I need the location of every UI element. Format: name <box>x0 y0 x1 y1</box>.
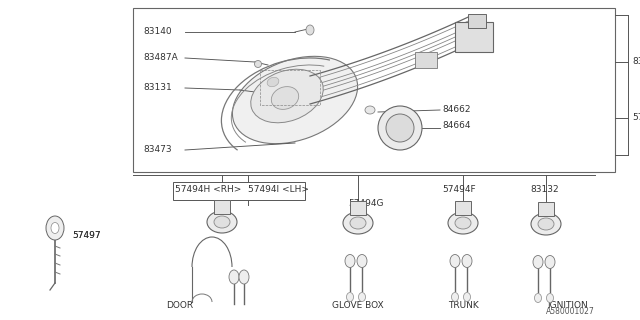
Bar <box>538 202 554 216</box>
Ellipse shape <box>531 213 561 235</box>
Text: 83132: 83132 <box>530 186 559 195</box>
Ellipse shape <box>214 216 230 228</box>
Text: 84664: 84664 <box>442 122 470 131</box>
Ellipse shape <box>345 254 355 268</box>
Ellipse shape <box>365 106 375 114</box>
Text: 83473: 83473 <box>143 146 172 155</box>
Bar <box>415 52 437 68</box>
Text: TRUNK: TRUNK <box>447 300 478 309</box>
Bar <box>350 201 366 215</box>
Ellipse shape <box>251 69 323 123</box>
Ellipse shape <box>450 254 460 268</box>
Text: DOOR: DOOR <box>166 300 193 309</box>
Text: 57494G: 57494G <box>348 199 383 209</box>
Ellipse shape <box>207 211 237 233</box>
Bar <box>455 201 471 215</box>
Bar <box>173 182 305 200</box>
Ellipse shape <box>534 293 541 302</box>
Ellipse shape <box>547 293 554 302</box>
Ellipse shape <box>463 292 470 301</box>
Ellipse shape <box>306 25 314 35</box>
Text: 57494I <LH>: 57494I <LH> <box>248 186 309 195</box>
Ellipse shape <box>343 212 373 234</box>
Text: 83487A: 83487A <box>143 53 178 62</box>
Ellipse shape <box>350 217 366 229</box>
Bar <box>214 200 230 214</box>
Ellipse shape <box>357 254 367 268</box>
Ellipse shape <box>448 212 478 234</box>
Ellipse shape <box>46 216 64 240</box>
Ellipse shape <box>239 270 249 284</box>
Ellipse shape <box>545 255 555 268</box>
Text: 83121: 83121 <box>632 58 640 67</box>
Text: 84662: 84662 <box>442 106 470 115</box>
Ellipse shape <box>455 217 471 229</box>
Text: 83140: 83140 <box>143 28 172 36</box>
Ellipse shape <box>533 255 543 268</box>
Ellipse shape <box>232 56 358 144</box>
Text: IGNITION: IGNITION <box>548 300 588 309</box>
Text: 83131: 83131 <box>143 84 172 92</box>
Bar <box>260 70 320 105</box>
Bar <box>133 8 615 172</box>
Ellipse shape <box>378 106 422 150</box>
Ellipse shape <box>386 114 414 142</box>
Bar <box>455 22 493 52</box>
Text: 57494H <RH>: 57494H <RH> <box>175 186 241 195</box>
Text: 57497: 57497 <box>72 230 100 239</box>
Text: 57494F: 57494F <box>442 186 476 195</box>
Bar <box>468 14 486 28</box>
Ellipse shape <box>255 60 262 68</box>
Ellipse shape <box>51 222 59 234</box>
Ellipse shape <box>229 270 239 284</box>
Text: A580001027: A580001027 <box>547 308 595 316</box>
Ellipse shape <box>462 254 472 268</box>
Ellipse shape <box>358 292 365 301</box>
Ellipse shape <box>267 77 279 87</box>
Ellipse shape <box>271 87 299 109</box>
Text: 57491: 57491 <box>632 114 640 123</box>
Ellipse shape <box>538 218 554 230</box>
Text: GLOVE BOX: GLOVE BOX <box>332 300 384 309</box>
Text: 57497: 57497 <box>72 230 100 239</box>
Ellipse shape <box>346 292 353 301</box>
Ellipse shape <box>451 292 458 301</box>
